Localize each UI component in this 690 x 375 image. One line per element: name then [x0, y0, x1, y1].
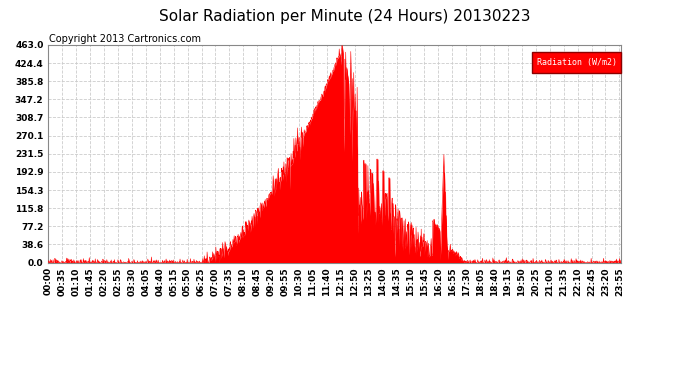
Text: Solar Radiation per Minute (24 Hours) 20130223: Solar Radiation per Minute (24 Hours) 20… — [159, 9, 531, 24]
FancyBboxPatch shape — [532, 51, 621, 73]
Text: Copyright 2013 Cartronics.com: Copyright 2013 Cartronics.com — [50, 34, 201, 44]
Text: Radiation (W/m2): Radiation (W/m2) — [537, 58, 617, 67]
